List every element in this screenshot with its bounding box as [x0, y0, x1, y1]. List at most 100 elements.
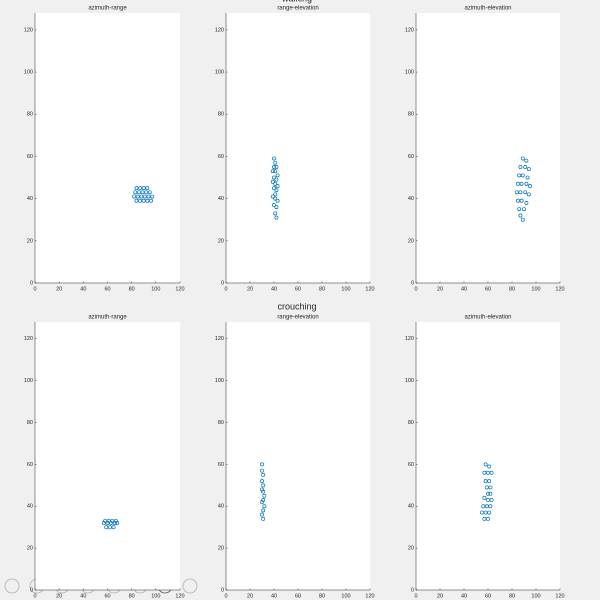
y-tick-label: 120 — [215, 27, 224, 33]
y-tick-label: 0 — [411, 280, 414, 286]
row-title: walking — [281, 0, 312, 3]
x-tick-label: 100 — [531, 286, 540, 292]
y-tick-label: 0 — [30, 280, 33, 286]
marker — [144, 190, 149, 195]
x-tick-label: 80 — [319, 593, 325, 599]
marker — [135, 194, 140, 199]
marker — [261, 483, 266, 488]
y-tick-label: 20 — [218, 546, 224, 552]
axes-background — [226, 13, 370, 283]
x-tick-label: 100 — [531, 593, 540, 599]
x-tick-label: 20 — [56, 593, 62, 599]
subplot-title: azimuth-elevation — [464, 6, 511, 12]
axes-background — [35, 322, 180, 590]
marker — [133, 190, 138, 195]
marker — [134, 186, 139, 191]
y-tick-label: 60 — [27, 154, 33, 160]
x-tick-label: 80 — [509, 593, 515, 599]
marker — [107, 525, 112, 530]
marker — [138, 198, 143, 203]
axes-background — [416, 13, 560, 283]
marker — [136, 190, 141, 195]
marker — [143, 194, 147, 199]
marker — [270, 169, 275, 174]
toolbar-button[interactable] — [4, 578, 20, 594]
marker — [484, 504, 489, 509]
axes-background — [35, 13, 180, 283]
marker — [145, 198, 150, 203]
marker — [520, 217, 525, 222]
marker — [109, 521, 114, 525]
marker — [272, 186, 276, 191]
marker — [516, 198, 520, 203]
marker — [480, 510, 484, 515]
marker — [519, 198, 524, 203]
marker — [273, 181, 278, 186]
y-tick-label: 0 — [221, 280, 224, 286]
marker — [139, 194, 144, 199]
marker — [525, 175, 530, 180]
x-tick-label: 0 — [224, 286, 227, 292]
marker — [523, 190, 528, 195]
marker — [274, 177, 279, 182]
marker — [482, 516, 487, 521]
marker — [272, 156, 276, 161]
marker — [149, 198, 153, 203]
subplot-title: azimuth-range — [88, 315, 127, 321]
x-tick-label: 40 — [271, 593, 277, 599]
marker — [261, 516, 266, 521]
marker — [145, 186, 150, 191]
marker — [274, 205, 279, 210]
marker — [519, 181, 524, 186]
x-tick-label: 60 — [295, 593, 301, 599]
x-tick-label: 120 — [555, 286, 564, 292]
x-tick-label: 60 — [295, 286, 301, 292]
marker — [260, 468, 264, 473]
marker — [274, 165, 279, 169]
marker — [524, 181, 529, 186]
marker — [516, 181, 520, 186]
x-tick-label: 40 — [461, 286, 467, 292]
x-tick-label: 20 — [247, 593, 253, 599]
y-tick-label: 60 — [27, 462, 33, 468]
marker — [486, 491, 490, 496]
marker — [274, 188, 279, 193]
x-tick-label: 40 — [461, 593, 467, 599]
y-tick-label: 0 — [30, 587, 33, 593]
marker — [273, 160, 278, 165]
marker — [526, 167, 531, 172]
marker — [104, 525, 109, 530]
y-tick-label: 60 — [218, 462, 224, 468]
y-tick-label: 40 — [408, 196, 414, 202]
x-tick-label: 0 — [414, 286, 417, 292]
x-tick-label: 60 — [485, 286, 491, 292]
y-tick-label: 80 — [408, 420, 414, 426]
marker — [272, 165, 276, 169]
subplot: azimuth-elevation 0 20 40 60 80 100 120 0 20 40 60 8… — [405, 6, 565, 293]
marker — [484, 485, 489, 490]
subplot-title: range-elevation — [277, 315, 318, 321]
y-tick-label: 120 — [405, 27, 414, 33]
y-tick-label: 80 — [408, 112, 414, 118]
subplot-title: azimuth-range — [88, 6, 127, 12]
marker — [273, 211, 278, 216]
marker — [134, 198, 139, 203]
y-tick-label: 120 — [215, 336, 224, 342]
x-tick-label: 100 — [151, 286, 160, 292]
y-tick-label: 20 — [27, 238, 33, 244]
marker — [262, 493, 267, 498]
x-tick-label: 0 — [33, 286, 36, 292]
marker — [261, 472, 266, 477]
x-tick-label: 80 — [129, 593, 135, 599]
y-tick-label: 80 — [218, 420, 224, 426]
marker — [520, 156, 525, 161]
marker — [528, 184, 532, 188]
marker — [260, 500, 264, 505]
marker — [260, 512, 264, 517]
toolbar-button[interactable] — [182, 578, 198, 594]
y-tick-label: 20 — [27, 546, 33, 552]
marker — [483, 479, 488, 484]
x-tick-label: 120 — [555, 593, 564, 599]
x-tick-label: 120 — [365, 593, 374, 599]
y-tick-label: 100 — [24, 378, 33, 384]
